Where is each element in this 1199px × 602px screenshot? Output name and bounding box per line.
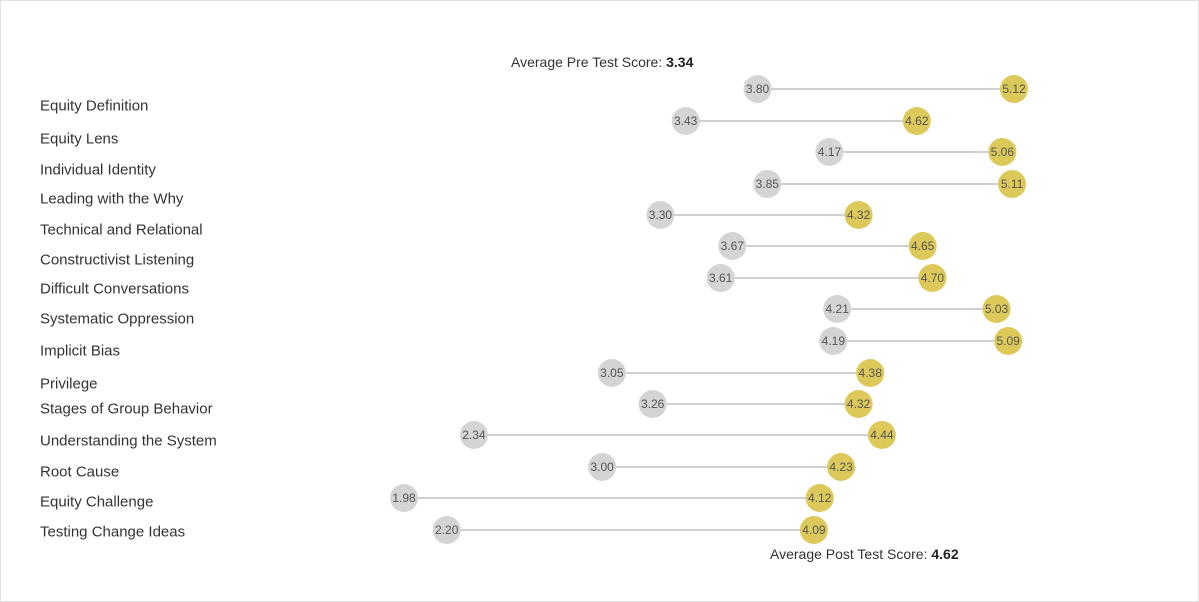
pre-score-dot[interactable] (671, 107, 700, 135)
pre-score-label: 3.61 (709, 271, 733, 285)
category-label: Systematic Oppression (40, 310, 195, 328)
post-score-label: 4.70 (921, 271, 945, 285)
category-label: Equity Definition (40, 97, 149, 115)
post-score-dot[interactable] (998, 170, 1027, 198)
pre-score-label: 3.80 (746, 82, 770, 96)
pre-score-label: 3.85 (756, 177, 780, 191)
post-score-label: 4.38 (859, 366, 883, 380)
category-label: Understanding the System (40, 432, 217, 450)
pre-score-label: 3.26 (641, 397, 665, 411)
category-label: Technical and Relational (40, 221, 203, 239)
category-label: Stages of Group Behavior (40, 400, 213, 418)
pre-score-label: 3.05 (600, 366, 624, 380)
pre-score-dot[interactable] (743, 75, 772, 103)
post-score-dot[interactable] (908, 232, 937, 260)
post-score-dot[interactable] (902, 107, 931, 135)
post-score-label: 4.44 (870, 428, 894, 442)
post-score-dot[interactable] (982, 295, 1011, 323)
pre-summary-label: Average Pre Test Score: (511, 54, 667, 70)
pre-summary-value: 3.34 (666, 54, 694, 70)
pre-score-dot[interactable] (706, 264, 735, 292)
post-score-label: 5.03 (985, 302, 1009, 316)
pre-score-label: 4.21 (826, 302, 850, 316)
post-score-dot[interactable] (799, 516, 828, 544)
pre-score-dot[interactable] (718, 232, 747, 260)
post-score-label: 4.62 (905, 114, 929, 128)
post-score-dot[interactable] (867, 421, 896, 449)
category-label: Implicit Bias (40, 342, 121, 360)
pre-score-dot[interactable] (459, 421, 488, 449)
category-label: Constructivist Listening (40, 251, 195, 269)
pre-score-dot[interactable] (815, 138, 844, 166)
pre-score-label: 3.00 (590, 460, 614, 474)
post-score-label: 5.06 (991, 145, 1015, 159)
pre-score-label: 4.17 (818, 145, 842, 159)
post-score-label: 4.09 (802, 523, 826, 537)
pre-score-dot[interactable] (638, 390, 667, 418)
category-label: Testing Change Ideas (40, 523, 186, 541)
pre-score-dot[interactable] (432, 516, 461, 544)
post-score-dot[interactable] (844, 390, 873, 418)
post-score-label: 4.23 (829, 460, 853, 474)
post-score-dot[interactable] (988, 138, 1017, 166)
post-score-label: 4.32 (847, 208, 871, 222)
average-pre-test-score: Average Pre Test Score: 3.34 (511, 54, 693, 70)
post-score-dot[interactable] (827, 453, 856, 481)
category-label: Equity Challenge (40, 493, 154, 511)
pre-score-dot[interactable] (646, 201, 675, 229)
pre-score-label: 3.43 (674, 114, 698, 128)
post-score-label: 4.12 (808, 491, 832, 505)
category-label: Individual Identity (40, 161, 156, 179)
pre-score-label: 3.30 (649, 208, 673, 222)
post-score-label: 4.65 (911, 239, 935, 253)
pre-score-label: 1.98 (392, 491, 416, 505)
pre-score-dot[interactable] (823, 295, 852, 323)
category-label: Difficult Conversations (40, 280, 189, 298)
post-summary-label: Average Post Test Score: (770, 546, 932, 562)
pre-score-dot[interactable] (597, 359, 626, 387)
post-score-dot[interactable] (805, 484, 834, 512)
post-score-dot[interactable] (856, 359, 885, 387)
post-score-dot[interactable] (1000, 75, 1028, 103)
post-score-dot[interactable] (844, 201, 873, 229)
post-summary-value: 4.62 (931, 546, 959, 562)
post-score-label: 5.09 (996, 334, 1020, 348)
pre-score-dot[interactable] (819, 327, 848, 355)
category-label: Privilege (40, 375, 98, 393)
post-score-label: 5.11 (1001, 177, 1024, 191)
pre-score-dot[interactable] (588, 453, 617, 481)
post-score-dot[interactable] (994, 327, 1023, 355)
pre-score-dot[interactable] (390, 484, 418, 512)
post-score-dot[interactable] (918, 264, 947, 292)
pre-score-label: 3.67 (721, 239, 745, 253)
pre-score-label: 2.34 (462, 428, 486, 442)
average-post-test-score: Average Post Test Score: 4.62 (770, 546, 959, 562)
category-label: Root Cause (40, 463, 120, 481)
category-label: Equity Lens (40, 130, 119, 148)
pre-score-dot[interactable] (753, 170, 782, 198)
pre-score-label: 4.19 (822, 334, 846, 348)
pre-score-label: 2.20 (435, 523, 459, 537)
category-label: Leading with the Why (40, 190, 184, 208)
post-score-label: 4.32 (847, 397, 871, 411)
post-score-label: 5.12 (1002, 82, 1026, 96)
